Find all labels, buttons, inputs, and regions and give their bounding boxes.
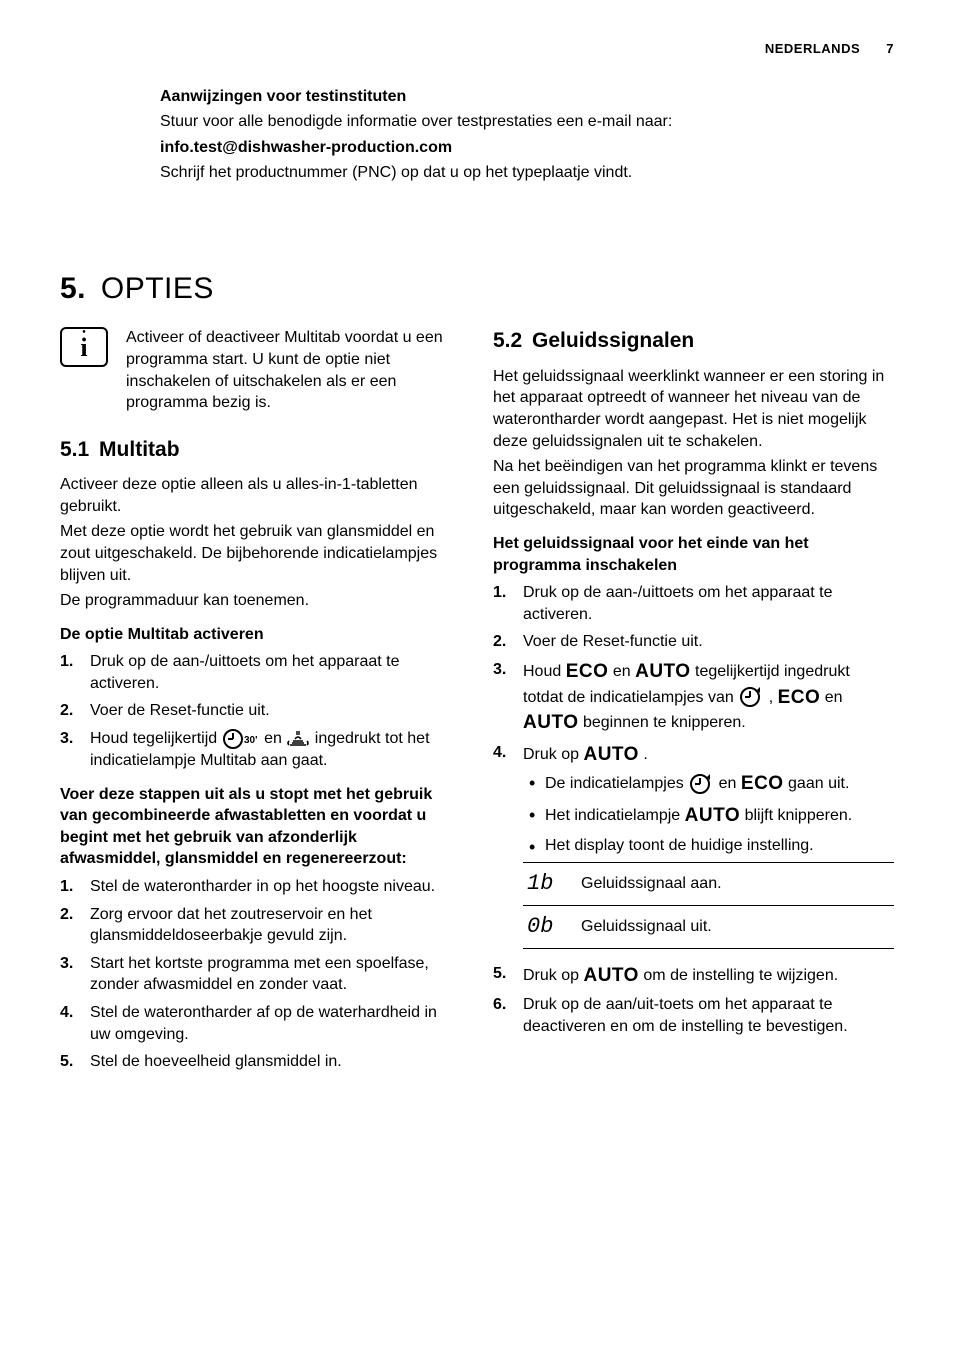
list-num: 2. (60, 904, 80, 947)
eco-glyph: ECO (778, 687, 821, 708)
chapter-num: 5. (60, 272, 86, 305)
auto-glyph: AUTO (685, 805, 740, 826)
right-column: 5.2 Geluidssignalen Het geluidssignaal w… (493, 327, 894, 1078)
list-num: 3. (493, 659, 513, 736)
left-column: i Activeer of deactiveer Multitab voorda… (60, 327, 461, 1078)
s51-l1-3: Houd tegelijkertijd en ingedrukt tot het… (90, 728, 461, 772)
intro-title: Aanwijzingen voor testinstituten (160, 86, 894, 108)
list-num: 5. (60, 1051, 80, 1073)
clock-30-icon (222, 728, 260, 750)
s51-l2-4: Stel de waterontharder af op de waterhar… (90, 1002, 461, 1045)
s51-l2-3: Start het kortste programma met een spoe… (90, 953, 461, 996)
s52-bullets: De indicatielampjes en ECO gaan uit. Het… (523, 771, 894, 856)
s51-subhead-1: De optie Multitab activeren (60, 624, 461, 646)
section-5-2-title: 5.2 Geluidssignalen (493, 327, 894, 355)
list-num: 3. (60, 953, 80, 996)
s52-l1: Druk op de aan-/uittoets om het apparaat… (523, 582, 894, 625)
s51-list-1: 1. Druk op de aan-/uittoets om het appar… (60, 651, 461, 771)
list-num: 2. (493, 631, 513, 653)
intro-block: Aanwijzingen voor testinstituten Stuur v… (160, 86, 894, 184)
info-icon: i (60, 327, 108, 367)
list-num: 3. (60, 728, 80, 772)
list-num: 4. (493, 742, 513, 957)
list-num: 5. (493, 963, 513, 989)
s52-b1: De indicatielampjes en ECO gaan uit. (545, 771, 894, 797)
s51-list-2: 1. Stel de waterontharder in op het hoog… (60, 876, 461, 1073)
header-lang: NEDERLANDS (765, 41, 860, 56)
info-text: Activeer of deactiveer Multitab voordat … (126, 327, 461, 413)
eco-glyph: ECO (566, 661, 609, 682)
table-row: 1b Geluidssignaal aan. (523, 863, 894, 906)
list-num: 1. (493, 582, 513, 625)
s51-l2-2: Zorg ervoor dat het zoutreservoir en het… (90, 904, 461, 947)
s51-l2-5: Stel de hoeveelheid glansmiddel in. (90, 1051, 461, 1073)
list-num: 2. (60, 700, 80, 722)
s52-b2: Het indicatielampje AUTO blijft knippere… (545, 803, 894, 829)
list-num: 4. (60, 1002, 80, 1045)
s52-p2: Na het beëindigen van het programma klin… (493, 456, 894, 521)
intro-text-2: Schrijf het productnummer (PNC) op dat u… (160, 162, 894, 184)
section-5-1-name: Multitab (99, 438, 179, 461)
s52-list: 1. Druk op de aan-/uittoets om het appar… (493, 582, 894, 1037)
auto-glyph: AUTO (523, 712, 578, 733)
code-cell: 0b (523, 906, 577, 949)
s51-p1: Activeer deze optie alleen als u alles-i… (60, 474, 461, 517)
section-5-2-num: 5.2 (493, 329, 522, 352)
intro-text-1: Stuur voor alle benodigde informatie ove… (160, 111, 894, 133)
code-cell: 1b (523, 863, 577, 906)
s52-l5: Druk op AUTO om de instelling te wijzige… (523, 963, 894, 989)
clock-arrow-icon (738, 685, 764, 709)
clock-arrow-icon (688, 772, 714, 796)
s51-l2-1: Stel de waterontharder in op het hoogste… (90, 876, 461, 898)
table-row: 0b Geluidssignaal uit. (523, 906, 894, 949)
page-header: NEDERLANDS 7 (60, 40, 894, 58)
s51-p3: De programmaduur kan toenemen. (60, 590, 461, 612)
s52-subhead-1: Het geluidssignaal voor het einde van he… (493, 533, 894, 576)
s52-l2: Voer de Reset-functie uit. (523, 631, 894, 653)
s51-subhead-2: Voer deze stappen uit als u stopt met he… (60, 784, 461, 870)
s51-l1-2: Voer de Reset-functie uit. (90, 700, 461, 722)
settings-table: 1b Geluidssignaal aan. 0b Geluidssignaal… (523, 862, 894, 948)
chapter-title: 5. OPTIES (60, 269, 894, 310)
plate-icon (286, 729, 310, 749)
s52-l6: Druk op de aan/uit-toets om het apparaat… (523, 994, 894, 1037)
section-5-1-num: 5.1 (60, 438, 89, 461)
s51-p2: Met deze optie wordt het gebruik van gla… (60, 521, 461, 586)
text-cell: Geluidssignaal uit. (577, 906, 894, 949)
list-num: 6. (493, 994, 513, 1037)
list-num: 1. (60, 876, 80, 898)
section-5-2-name: Geluidssignalen (532, 329, 694, 352)
auto-glyph: AUTO (635, 661, 690, 682)
s52-l3: Houd ECO en AUTO tegelijkertijd ingedruk… (523, 659, 894, 736)
s52-b3: Het display toont de huidige instelling. (545, 835, 894, 857)
eco-glyph: ECO (741, 773, 784, 794)
auto-glyph: AUTO (583, 965, 638, 986)
s51-l1-1: Druk op de aan-/uittoets om het apparaat… (90, 651, 461, 694)
info-callout: i Activeer of deactiveer Multitab voorda… (60, 327, 461, 413)
chapter-name: OPTIES (101, 272, 214, 305)
s52-p1: Het geluidssignaal weerklinkt wanneer er… (493, 366, 894, 452)
intro-email: info.test@dishwasher-production.com (160, 137, 894, 159)
auto-glyph: AUTO (583, 744, 638, 765)
s52-l4: Druk op AUTO . De indicatielampjes en EC… (523, 742, 894, 957)
header-pagenum: 7 (886, 41, 894, 56)
text-cell: Geluidssignaal aan. (577, 863, 894, 906)
list-num: 1. (60, 651, 80, 694)
section-5-1-title: 5.1 Multitab (60, 436, 461, 464)
